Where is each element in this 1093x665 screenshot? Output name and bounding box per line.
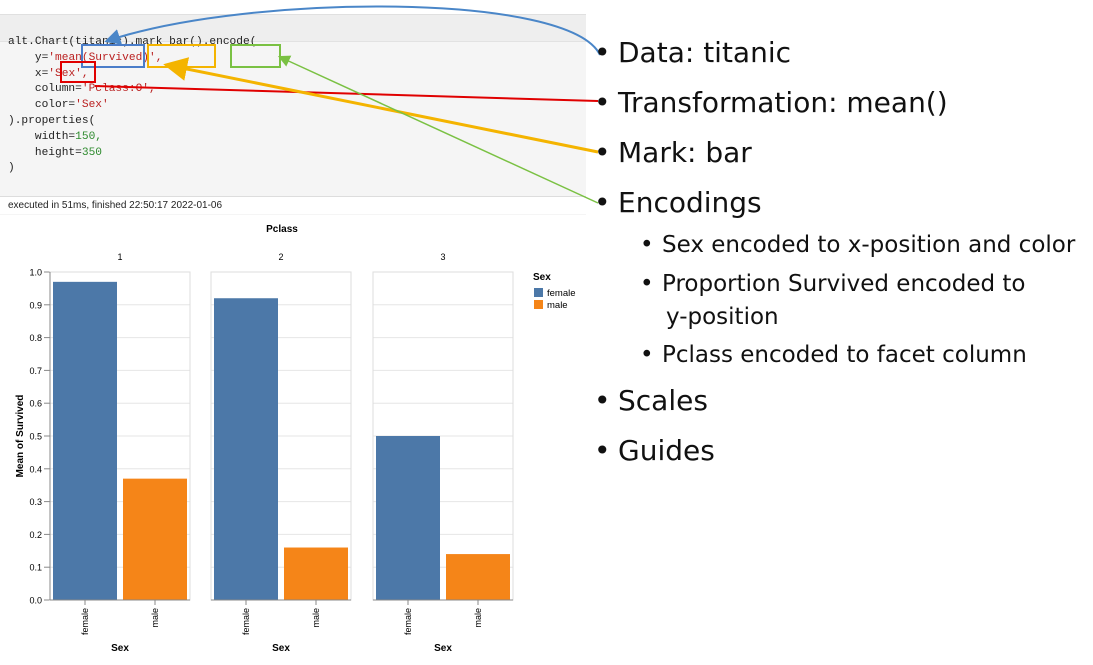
transform-highlight-box — [60, 61, 96, 83]
bar-female — [376, 436, 440, 600]
bullet-transformation: • Transformation: mean() — [594, 86, 948, 119]
facet-label: 2 — [278, 252, 283, 262]
x-tick-label: female — [403, 608, 413, 635]
facet-label: 3 — [440, 252, 445, 262]
legend-swatch-male — [534, 300, 543, 309]
bullet-mark: • Mark: bar — [594, 136, 752, 169]
y-tick-label: 1.0 — [29, 268, 42, 278]
y-tick-label: 0.4 — [29, 464, 42, 474]
code-cell[interactable] — [0, 14, 586, 215]
code-line: color='Sex' — [8, 99, 109, 112]
x-axis-title: Sex — [434, 643, 452, 654]
data-highlight-box — [81, 44, 145, 68]
bullet-data: • Data: titanic — [594, 36, 792, 69]
sub-bullet-survived: • Proportion Survived encoded to — [640, 271, 1026, 297]
y-axis-title: Mean of Survived — [15, 395, 26, 478]
code-line: y='mean(Survived)', — [8, 51, 163, 64]
facet-label: 1 — [117, 252, 122, 262]
facet-header: Pclass — [266, 224, 298, 235]
y-tick-label: 0.8 — [29, 333, 42, 343]
x-tick-label: male — [311, 608, 321, 628]
bar-male — [123, 478, 187, 600]
code-cell-header — [0, 15, 586, 42]
y-tick-label: 0.7 — [29, 366, 42, 376]
bullet-guides: • Guides — [594, 434, 715, 467]
code-line: x='Sex', — [8, 67, 89, 80]
x-axis-title: Sex — [111, 643, 129, 654]
bar-male — [284, 547, 348, 600]
faceted-bar-chart: Pclass 0.0 0.1 0.2 0.3 0.4 0.5 0.6 0.7 0.8 0.9 1.0 M… — [15, 224, 576, 654]
legend-label-male: male — [547, 300, 568, 311]
y-tick-label: 0.1 — [29, 563, 42, 573]
legend-label-female: female — [547, 288, 576, 299]
code-line: height=350 — [8, 146, 103, 159]
legend-title: Sex — [533, 272, 551, 283]
x-tick-label: male — [473, 608, 483, 628]
mark-arrow — [163, 57, 599, 154]
y-tick-label: 0.3 — [29, 497, 42, 507]
x-tick-label: female — [241, 608, 251, 635]
sub-bullet-pclass: • Pclass encoded to facet column — [640, 342, 1027, 368]
sub-bullet-sex: • Sex encoded to x-position and color — [640, 232, 1076, 258]
bullet-encodings: • Encodings — [594, 186, 762, 219]
sub-bullet-survived-cont: y-position — [666, 304, 779, 330]
data-arrow — [104, 5, 601, 56]
code-line: width=150, — [8, 130, 102, 143]
x-tick-label: female — [80, 608, 90, 635]
code-line: ) — [8, 162, 15, 175]
y-tick-label: 0.0 — [29, 596, 42, 606]
bar-female — [214, 298, 278, 600]
legend-swatch-female — [534, 288, 543, 297]
x-tick-label: male — [150, 608, 160, 628]
y-tick-label: 0.9 — [29, 300, 42, 310]
transform-arrow — [94, 85, 599, 102]
bar-male — [446, 554, 510, 600]
y-tick-label: 0.5 — [29, 432, 42, 442]
encode-arrow — [277, 55, 599, 204]
code-line: ).properties( — [8, 114, 96, 127]
y-tick-label: 0.6 — [29, 399, 42, 409]
bullet-scales: • Scales — [594, 384, 708, 417]
bar-female — [53, 281, 117, 600]
execution-status: executed in 51ms, finished 22:50:17 2022… — [0, 196, 586, 214]
x-axis-title: Sex — [272, 643, 290, 654]
y-tick-label: 0.2 — [29, 530, 42, 540]
